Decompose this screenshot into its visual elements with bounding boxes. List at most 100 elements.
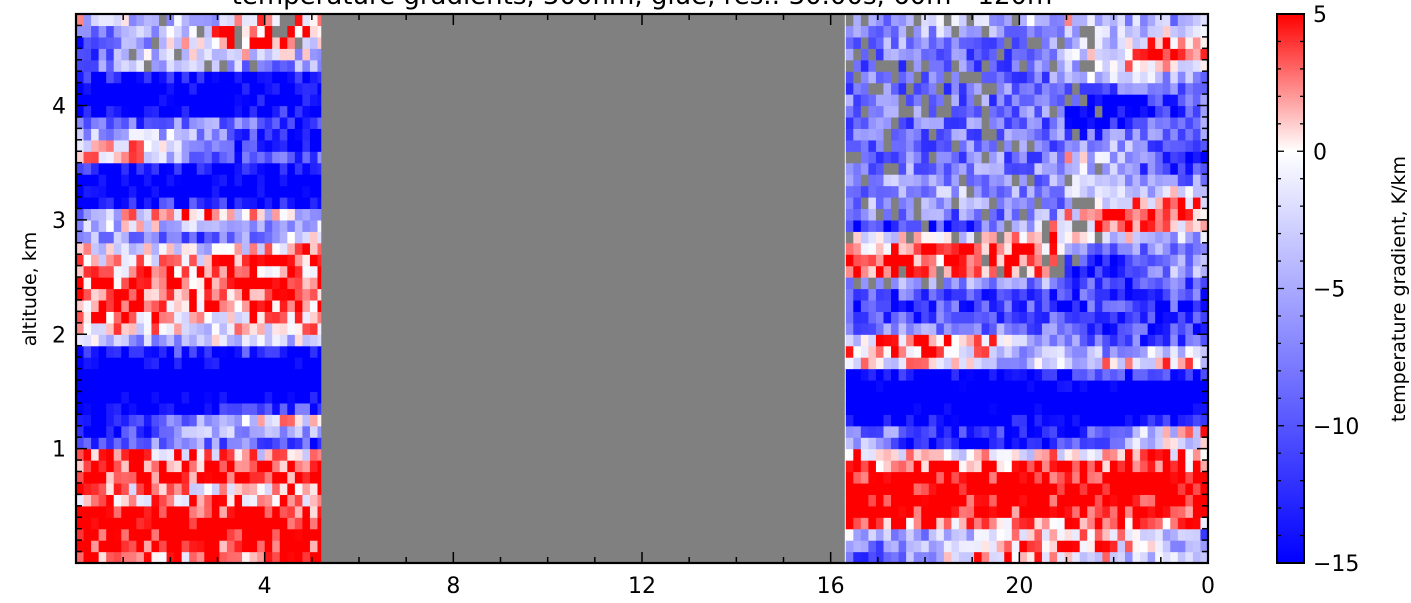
heatmap-cell [974,59,983,72]
heatmap-cell [189,151,198,164]
heatmap-cell [242,368,251,381]
heatmap-cell [1155,151,1164,164]
heatmap-cell [211,311,220,324]
heatmap-cell [1102,425,1111,438]
heatmap-cell [91,334,100,347]
heatmap-cell [166,36,175,49]
heatmap-cell [174,505,183,518]
heatmap-cell [181,299,190,312]
heatmap-cell [264,311,273,324]
heatmap-cell [302,368,311,381]
heatmap-cell [883,471,892,484]
heatmap-cell [83,460,92,473]
heatmap-cell [906,219,915,232]
heatmap-cell [996,528,1005,541]
heatmap-cell [943,402,953,415]
heatmap-cell [189,94,198,107]
heatmap-cell [1094,482,1103,495]
heatmap-cell [257,36,266,49]
heatmap-cell [234,208,243,221]
heatmap-cell [845,254,854,267]
heatmap-cell [981,82,990,95]
heatmap-cell [257,265,266,278]
heatmap-cell [860,299,869,312]
heatmap-cell [128,357,137,370]
heatmap-cell [1041,116,1051,129]
heatmap-cell [1147,48,1156,61]
heatmap-cell [1064,402,1073,415]
heatmap-cell [294,494,303,507]
heatmap-cell [1064,505,1073,518]
heatmap-cell [211,197,220,210]
heatmap-cell [1147,82,1156,95]
heatmap-cell [898,185,907,198]
heatmap-cell [1200,334,1208,347]
heatmap-cell [1079,288,1088,301]
heatmap-cell [1170,299,1179,312]
heatmap-cell [98,540,107,553]
heatmap-cell [1170,254,1179,267]
heatmap-cell [159,94,168,107]
heatmap-cell [1132,151,1141,164]
heatmap-cell [1049,505,1058,518]
heatmap-cell [981,299,990,312]
heatmap-cell [1094,242,1103,255]
heatmap-cell [1185,116,1194,129]
heatmap-cell [1185,334,1194,347]
heatmap-cell [891,94,900,107]
heatmap-cell [113,94,122,107]
heatmap-cell [868,517,877,530]
heatmap-cell [928,151,937,164]
heatmap-cell [943,322,953,335]
heatmap-cell [1079,139,1088,152]
heatmap-cell [1072,208,1081,221]
heatmap-cell [76,36,85,49]
heatmap-cell [136,151,145,164]
heatmap-cell [936,482,945,495]
heatmap-cell [1192,162,1202,175]
heatmap-cell [287,116,296,129]
heatmap-cell [1087,311,1096,324]
heatmap-cell [128,460,137,473]
heatmap-cell [159,231,168,244]
heatmap-cell [989,105,998,118]
heatmap-cell [943,128,953,141]
heatmap-cell [1170,82,1179,95]
heatmap-cell [883,48,892,61]
heatmap-cell [264,437,273,450]
heatmap-cell [1124,460,1134,473]
heatmap-cell [1132,288,1141,301]
heatmap-cell [196,311,205,324]
colorbar-tick-label: −10 [1313,415,1359,440]
heatmap-cell [136,414,145,427]
heatmap-cell [981,551,990,563]
heatmap-cell [234,116,243,129]
heatmap-cell [883,82,892,95]
heatmap-cell [151,185,160,198]
heatmap-cell [1147,265,1156,278]
heatmap-cell [189,540,198,553]
heatmap-cell [83,437,92,450]
heatmap-cell [211,357,220,370]
heatmap-cell [958,299,968,312]
heatmap-cell [279,460,288,473]
heatmap-cell [1147,540,1156,553]
heatmap-cell [128,277,137,290]
heatmap-cell [189,471,198,484]
heatmap-cell [226,208,236,221]
heatmap-cell [113,105,122,118]
heatmap-cell [1026,551,1036,563]
heatmap-cell [106,105,115,118]
heatmap-cell [1109,128,1119,141]
heatmap-cell [1124,139,1134,152]
heatmap-cell [996,71,1005,84]
heatmap-cell [989,505,998,518]
heatmap-cell [1192,277,1202,290]
heatmap-cell [913,402,922,415]
heatmap-cell [151,197,160,210]
heatmap-cell [272,471,281,484]
heatmap-cell [226,185,236,198]
heatmap-cell [91,368,100,381]
heatmap-cell [974,116,983,129]
heatmap-cell [151,265,160,278]
